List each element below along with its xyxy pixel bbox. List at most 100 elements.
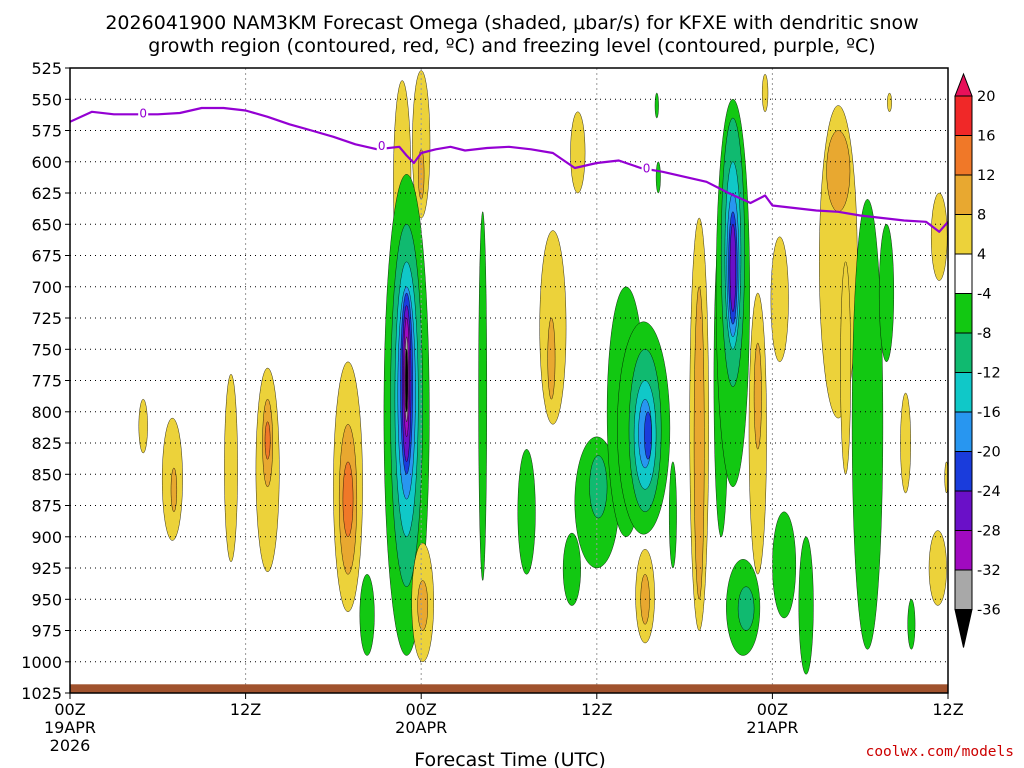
omega-feature-3 (224, 374, 238, 563)
omega-feature-63 (840, 261, 851, 475)
freezing-label-bg-2 (641, 161, 652, 174)
terrain-ground (70, 684, 948, 694)
omega-feature-71 (944, 461, 948, 494)
omega-feature-62 (826, 130, 851, 212)
y-tick-label-625: 625 (31, 184, 62, 203)
y-tick-label-575: 575 (31, 122, 62, 141)
omega-feature-45 (693, 286, 705, 600)
omega-feature-26 (517, 449, 536, 575)
omega-feature-9 (342, 461, 354, 537)
colorbar-top-arrow (954, 72, 973, 97)
omega-feature-32 (589, 455, 608, 519)
freezing-label-bg-0 (138, 106, 149, 119)
y-tick-label-825: 825 (31, 434, 62, 453)
omega-feature-2 (170, 467, 178, 512)
y-tick-label-775: 775 (31, 372, 62, 391)
x-axis-label: Forecast Time (UTC) (414, 749, 605, 768)
y-tick-label-850: 850 (31, 465, 62, 484)
y-tick-label-725: 725 (31, 309, 62, 328)
colorbar-bottom-arrow (954, 609, 973, 648)
omega-feature-64 (851, 199, 884, 650)
omega-feature-70 (928, 530, 947, 606)
omega-feature-38 (644, 411, 652, 460)
x-tick-date-4: 21APR (746, 718, 798, 737)
y-tick-label-925: 925 (31, 559, 62, 578)
colorbar-label-2: 12 (977, 168, 995, 184)
omega-feature-28 (547, 317, 556, 400)
freezing-level-line (70, 106, 948, 233)
axes (69, 67, 949, 694)
omega-feature-41 (655, 161, 661, 194)
omega-feature-65 (879, 223, 895, 363)
colorbar-segment-1 (954, 95, 973, 136)
colorbar-label-8: -16 (977, 405, 1001, 421)
y-axis-ticks: 525 550 575 600 625 650 675 700 725 750 775 800 825 8… (21, 59, 70, 703)
omega-feature-66 (887, 92, 892, 112)
omega-feature-30 (570, 111, 586, 194)
colorbar-segment-6 (954, 293, 973, 334)
colorbar-label-4: 4 (977, 247, 986, 263)
y-tick-label-650: 650 (31, 215, 62, 234)
freezing-label-1: 0 (378, 139, 386, 153)
omega-shading (138, 70, 948, 675)
freezing-level-contour: 0 0 0 (70, 106, 948, 233)
colorbar-segment-7 (954, 332, 973, 373)
chart-title: 2026041900 NAM3KM Forecast Omega (shaded… (105, 12, 918, 57)
omega-feature-58 (772, 511, 796, 619)
grid-lines (70, 68, 948, 693)
colorbar-segment-11 (954, 490, 973, 531)
y-tick-label-550: 550 (31, 90, 62, 109)
colorbar: 20 16 12 8 4 -4 -8 -12 -16 -20 -24 -28 -32 -36 (954, 72, 1001, 648)
colorbar-segment-3 (954, 174, 973, 215)
colorbar-segment-9 (954, 411, 973, 452)
x-tick-label-2: 00Z (406, 700, 437, 719)
omega-feature-0 (138, 399, 148, 454)
colorbar-label-6: -8 (977, 326, 991, 342)
omega-feature-25 (478, 211, 488, 581)
colorbar-label-11: -28 (977, 524, 1001, 540)
colorbar-segment-5 (954, 253, 973, 294)
y-tick-label-675: 675 (31, 247, 62, 266)
y-tick-label-750: 750 (31, 340, 62, 359)
omega-feature-68 (907, 599, 916, 650)
omega-feature-54 (737, 586, 755, 631)
omega-feature-43 (669, 461, 677, 569)
ground-fill (70, 684, 948, 694)
chart-title-line1: 2026041900 NAM3KM Forecast Omega (shaded… (105, 12, 918, 34)
freezing-label-2: 0 (643, 162, 651, 176)
y-tick-label-525: 525 (31, 59, 62, 78)
colorbar-label-5: -4 (977, 287, 991, 303)
omega-feature-6 (264, 421, 271, 460)
colorbar-label-10: -24 (977, 484, 1001, 500)
colorbar-segment-4 (954, 214, 973, 255)
x-tick-label-3: 12Z (581, 700, 612, 719)
omega-feature-59 (798, 536, 814, 675)
x-tick-label-0: 00Z (54, 700, 85, 719)
plot-frame (69, 67, 949, 694)
colorbar-label-0: 20 (977, 89, 995, 105)
y-tick-label-975: 975 (31, 622, 62, 641)
x-tick-label-4: 00Z (757, 700, 788, 719)
x-tick-year-0: 2026 (50, 736, 91, 755)
y-tick-label-1025: 1025 (21, 684, 62, 703)
omega-feature-29 (562, 532, 581, 606)
freezing-label-bg-1 (376, 138, 387, 152)
omega-feature-24 (417, 580, 429, 631)
chart-title-line2: growth region (contoured, red, ºC) and f… (148, 35, 875, 57)
y-tick-label-600: 600 (31, 153, 62, 172)
colorbar-segment-8 (954, 372, 973, 413)
colorbar-label-13: -36 (977, 603, 1001, 619)
omega-feature-60 (770, 236, 789, 362)
colorbar-label-12: -32 (977, 563, 1001, 579)
omega-feature-52 (729, 223, 737, 312)
omega-feature-69 (931, 192, 948, 281)
y-tick-label-800: 800 (31, 403, 62, 422)
omega-feature-57 (761, 73, 769, 112)
colorbar-segment-2 (954, 135, 973, 176)
omega-feature-56 (753, 342, 762, 450)
omega-feature-42 (654, 92, 659, 119)
y-tick-label-900: 900 (31, 528, 62, 547)
y-tick-label-700: 700 (31, 278, 62, 297)
